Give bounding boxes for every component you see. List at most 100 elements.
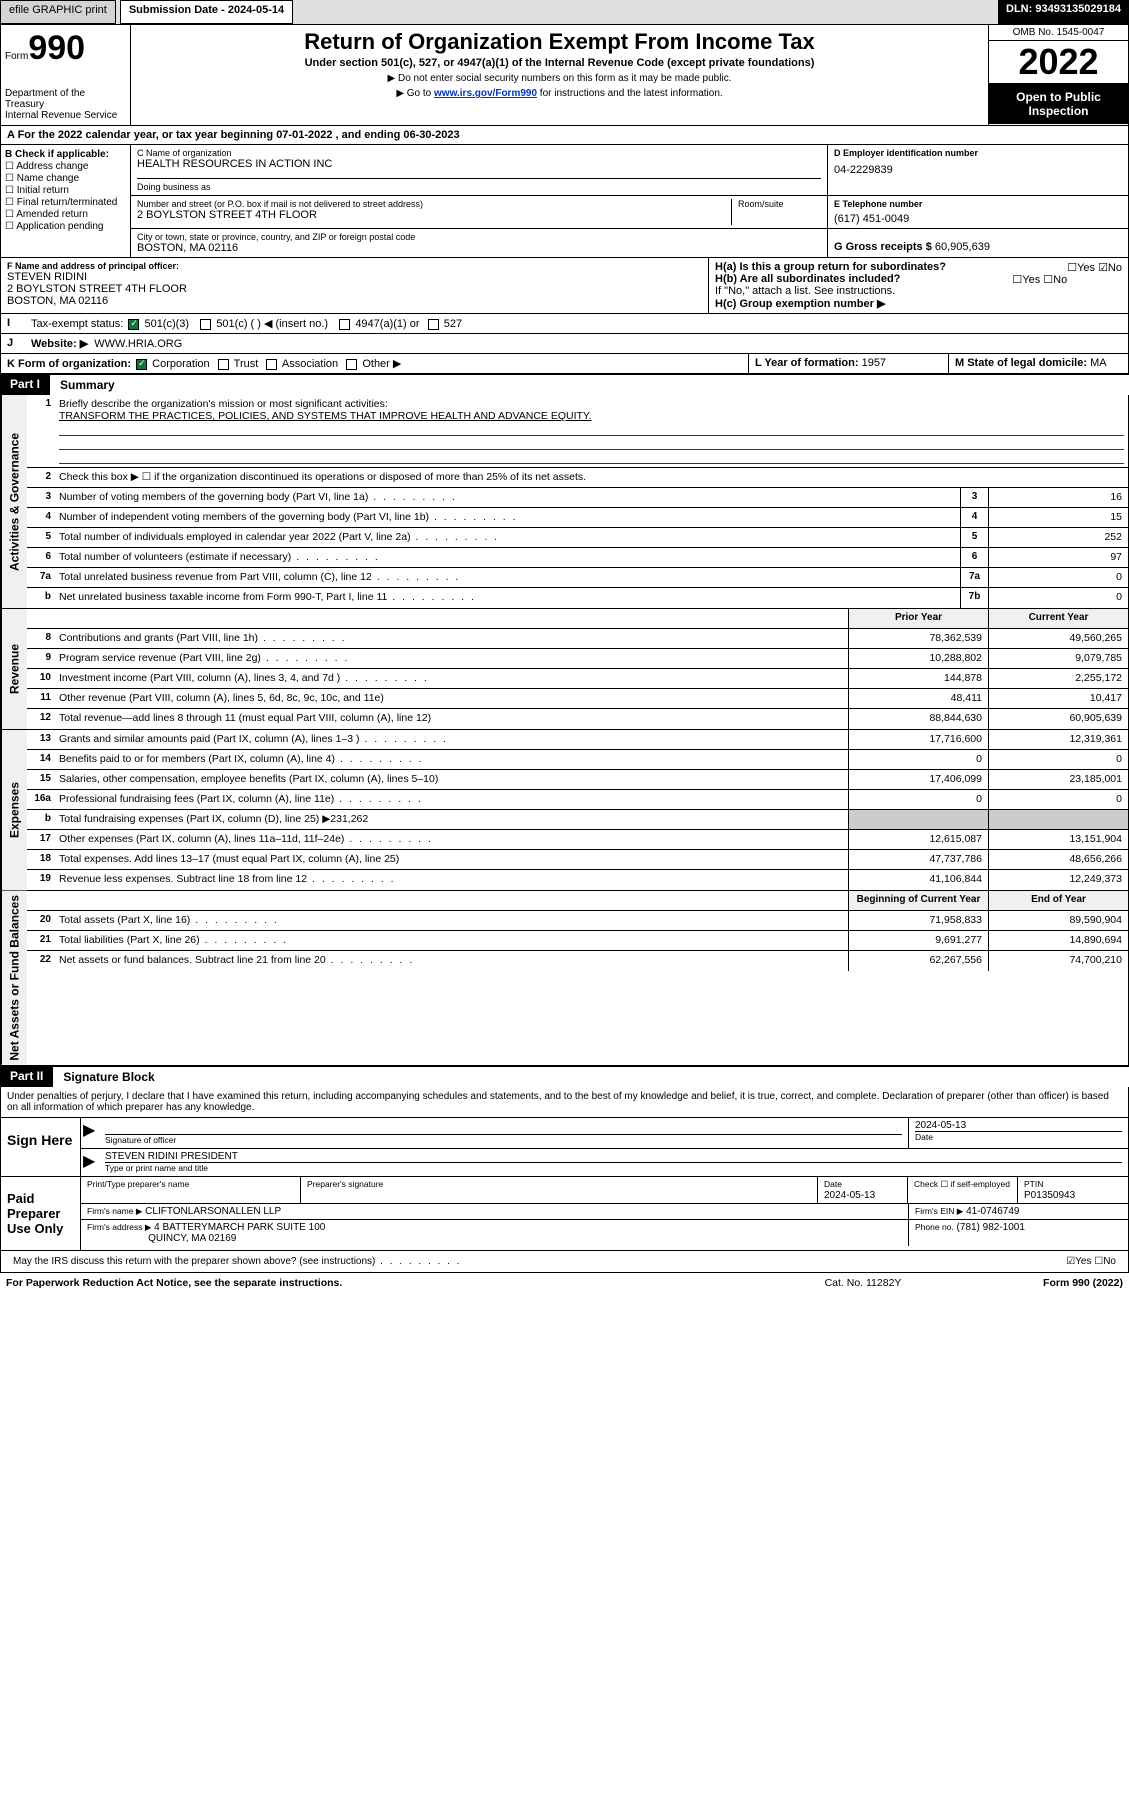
line2: Check this box ▶ ☐ if the organization d… xyxy=(55,468,1128,487)
year-formation: L Year of formation: 1957 xyxy=(748,354,948,373)
ha: H(a) Is this a group return for subordin… xyxy=(715,261,1122,273)
line1: Briefly describe the organization's miss… xyxy=(55,395,1128,467)
line3: Number of voting members of the governin… xyxy=(55,488,960,507)
line8: Contributions and grants (Part VIII, lin… xyxy=(55,629,848,648)
form-of-org: K Form of organization: Corporation Trus… xyxy=(1,354,748,373)
gross-receipts-label: G Gross receipts $ xyxy=(834,241,932,253)
line3-val: 16 xyxy=(988,488,1128,507)
part1-title: Summary xyxy=(50,374,1129,395)
officer-label: F Name and address of principal officer: xyxy=(7,261,179,271)
submission-date: Submission Date - 2024-05-14 xyxy=(120,0,293,24)
org-name-label: C Name of organization xyxy=(137,148,821,158)
sig-officer-label: Signature of officer xyxy=(105,1135,176,1145)
officer-addr2: BOSTON, MA 02116 xyxy=(7,295,702,307)
efile-print-button[interactable]: efile GRAPHIC print xyxy=(0,0,116,24)
line11: Other revenue (Part VIII, column (A), li… xyxy=(55,689,848,708)
line6-val: 97 xyxy=(988,548,1128,567)
subtitle-3: ▶ Go to www.irs.gov/Form990 for instruct… xyxy=(137,88,982,99)
self-employed-check[interactable]: Check ☐ if self-employed xyxy=(914,1179,1010,1189)
line9: Program service revenue (Part VIII, line… xyxy=(55,649,848,668)
firm-name: CLIFTONLARSONALLEN LLP xyxy=(145,1206,281,1217)
line19: Revenue less expenses. Subtract line 18 … xyxy=(55,870,848,890)
side-governance: Activities & Governance xyxy=(1,395,27,608)
row-a-period: A For the 2022 calendar year, or tax yea… xyxy=(0,126,1129,145)
dba-label: Doing business as xyxy=(137,178,821,192)
line13: Grants and similar amounts paid (Part IX… xyxy=(55,730,848,749)
line7a-val: 0 xyxy=(988,568,1128,587)
ein: 04-2229839 xyxy=(834,164,1122,176)
form-title: Return of Organization Exempt From Incom… xyxy=(137,29,982,55)
firm-ein: 41-0746749 xyxy=(966,1206,1019,1217)
phone-label: E Telephone number xyxy=(834,199,1122,209)
line5-val: 252 xyxy=(988,528,1128,547)
website: Website: ▶ WWW.HRIA.ORG xyxy=(25,334,1128,353)
perjury-declaration: Under penalties of perjury, I declare th… xyxy=(1,1087,1128,1117)
irs-discuss: May the IRS discuss this return with the… xyxy=(7,1254,902,1269)
form-number: Form990 xyxy=(5,29,126,68)
subtitle-2: ▶ Do not enter social security numbers o… xyxy=(137,73,982,84)
line14: Benefits paid to or for members (Part IX… xyxy=(55,750,848,769)
col-current: Current Year xyxy=(988,609,1128,628)
city-label: City or town, state or province, country… xyxy=(137,232,821,242)
line22: Net assets or fund balances. Subtract li… xyxy=(55,951,848,971)
room-label: Room/suite xyxy=(738,199,821,209)
cat-no: Cat. No. 11282Y xyxy=(763,1277,963,1289)
col-prior: Prior Year xyxy=(848,609,988,628)
col-boy: Beginning of Current Year xyxy=(848,891,988,910)
line4-val: 15 xyxy=(988,508,1128,527)
line7a: Total unrelated business revenue from Pa… xyxy=(55,568,960,587)
hb: H(b) Are all subordinates included? ☐Yes… xyxy=(715,273,1122,285)
side-revenue: Revenue xyxy=(1,609,27,729)
line5: Total number of individuals employed in … xyxy=(55,528,960,547)
part2-title: Signature Block xyxy=(53,1066,1129,1087)
firm-addr: 4 BATTERYMARCH PARK SUITE 100 xyxy=(154,1222,325,1233)
sign-here-label: Sign Here xyxy=(1,1118,81,1176)
firm-phone: (781) 982-1001 xyxy=(957,1222,1025,1233)
officer-name: STEVEN RIDINI xyxy=(7,271,702,283)
line18: Total expenses. Add lines 13–17 (must eq… xyxy=(55,850,848,869)
line7b: Net unrelated business taxable income fr… xyxy=(55,588,960,608)
ein-label: D Employer identification number xyxy=(834,148,1122,158)
addr: 2 BOYLSTON STREET 4TH FLOOR xyxy=(137,209,731,221)
line6: Total number of volunteers (estimate if … xyxy=(55,548,960,567)
line7b-val: 0 xyxy=(988,588,1128,608)
dln: DLN: 93493135029184 xyxy=(998,0,1129,24)
line4: Number of independent voting members of … xyxy=(55,508,960,527)
line12: Total revenue—add lines 8 through 11 (mu… xyxy=(55,709,848,729)
ptin: P01350943 xyxy=(1024,1190,1075,1201)
line20: Total assets (Part X, line 16) xyxy=(55,911,848,930)
tax-year: 2022 xyxy=(989,41,1128,84)
subtitle-1: Under section 501(c), 527, or 4947(a)(1)… xyxy=(137,57,982,69)
state-domicile: M State of legal domicile: MA xyxy=(948,354,1128,373)
hc: H(c) Group exemption number ▶ xyxy=(715,297,1122,310)
paperwork-notice: For Paperwork Reduction Act Notice, see … xyxy=(6,1277,763,1289)
phone: (617) 451-0049 xyxy=(834,213,1122,225)
col-eoy: End of Year xyxy=(988,891,1128,910)
side-netassets: Net Assets or Fund Balances xyxy=(1,891,27,1065)
line15: Salaries, other compensation, employee b… xyxy=(55,770,848,789)
paid-preparer-label: Paid Preparer Use Only xyxy=(1,1177,81,1250)
addr-label: Number and street (or P.O. box if mail i… xyxy=(137,199,731,209)
part2-num: Part II xyxy=(0,1066,53,1087)
line17: Other expenses (Part IX, column (A), lin… xyxy=(55,830,848,849)
gross-receipts: 60,905,639 xyxy=(935,241,990,253)
form-footer: Form 990 (2022) xyxy=(963,1277,1123,1289)
officer-addr1: 2 BOYLSTON STREET 4TH FLOOR xyxy=(7,283,702,295)
org-name: HEALTH RESOURCES IN ACTION INC xyxy=(137,158,821,170)
omb-no: OMB No. 1545-0047 xyxy=(989,25,1128,41)
sig-date: 2024-05-13 xyxy=(915,1120,1122,1131)
line16a: Professional fundraising fees (Part IX, … xyxy=(55,790,848,809)
part1-num: Part I xyxy=(0,374,50,395)
irs-link[interactable]: www.irs.gov/Form990 xyxy=(434,88,537,99)
irs-discuss-answer: ☑Yes ☐No xyxy=(902,1254,1122,1269)
hb-note: If "No," attach a list. See instructions… xyxy=(715,285,1122,297)
line21: Total liabilities (Part X, line 26) xyxy=(55,931,848,950)
officer-printed-name: STEVEN RIDINI PRESIDENT xyxy=(105,1151,1122,1162)
city: BOSTON, MA 02116 xyxy=(137,242,821,254)
line16b: Total fundraising expenses (Part IX, col… xyxy=(55,810,848,829)
col-b-checks: B Check if applicable: ☐ Address change … xyxy=(1,145,131,257)
open-inspection: Open to Public Inspection xyxy=(989,84,1128,124)
line10: Investment income (Part VIII, column (A)… xyxy=(55,669,848,688)
side-expenses: Expenses xyxy=(1,730,27,890)
dept-treasury: Department of the Treasury Internal Reve… xyxy=(5,88,126,121)
